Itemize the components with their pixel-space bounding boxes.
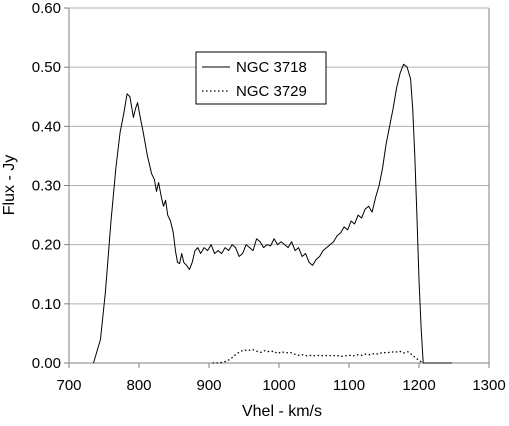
series-line-ngc-3729 xyxy=(212,348,423,364)
legend-label-ngc3729: NGC 3729 xyxy=(236,83,307,100)
y-tick-label: 0.40 xyxy=(32,118,61,135)
x-tick-label: 1100 xyxy=(333,377,365,394)
x-tick-label: 1300 xyxy=(472,377,505,394)
x-tick-label: 700 xyxy=(56,377,81,394)
x-tick-label: 1200 xyxy=(402,377,435,394)
x-tick-label: 900 xyxy=(196,377,221,394)
x-axis-title: Vhel - km/s xyxy=(242,403,322,420)
y-tick-label: 0.00 xyxy=(32,355,61,372)
y-tick-label: 0.60 xyxy=(32,0,61,17)
axis-layer xyxy=(64,7,490,368)
series-layer xyxy=(93,63,452,364)
y-tick-label: 0.10 xyxy=(32,296,61,313)
tick-label-layer: 0.00 0.10 0.20 0.30 0.40 0.50 0.60 700 800 900 100… xyxy=(32,0,506,394)
legend-label-ngc3718: NGC 3718 xyxy=(236,59,307,76)
series-line-ngc-3718 xyxy=(93,63,452,364)
legend-box xyxy=(195,51,327,105)
x-tick-label: 1000 xyxy=(262,377,295,394)
y-tick-label: 0.30 xyxy=(32,178,61,195)
y-axis-title: Flux - Jy xyxy=(1,155,18,215)
x-tick-label: 800 xyxy=(126,377,151,394)
legend: NGC 3718 NGC 3729 xyxy=(195,51,327,105)
y-tick-label: 0.20 xyxy=(32,237,61,254)
y-tick-label: 0.50 xyxy=(32,59,61,76)
